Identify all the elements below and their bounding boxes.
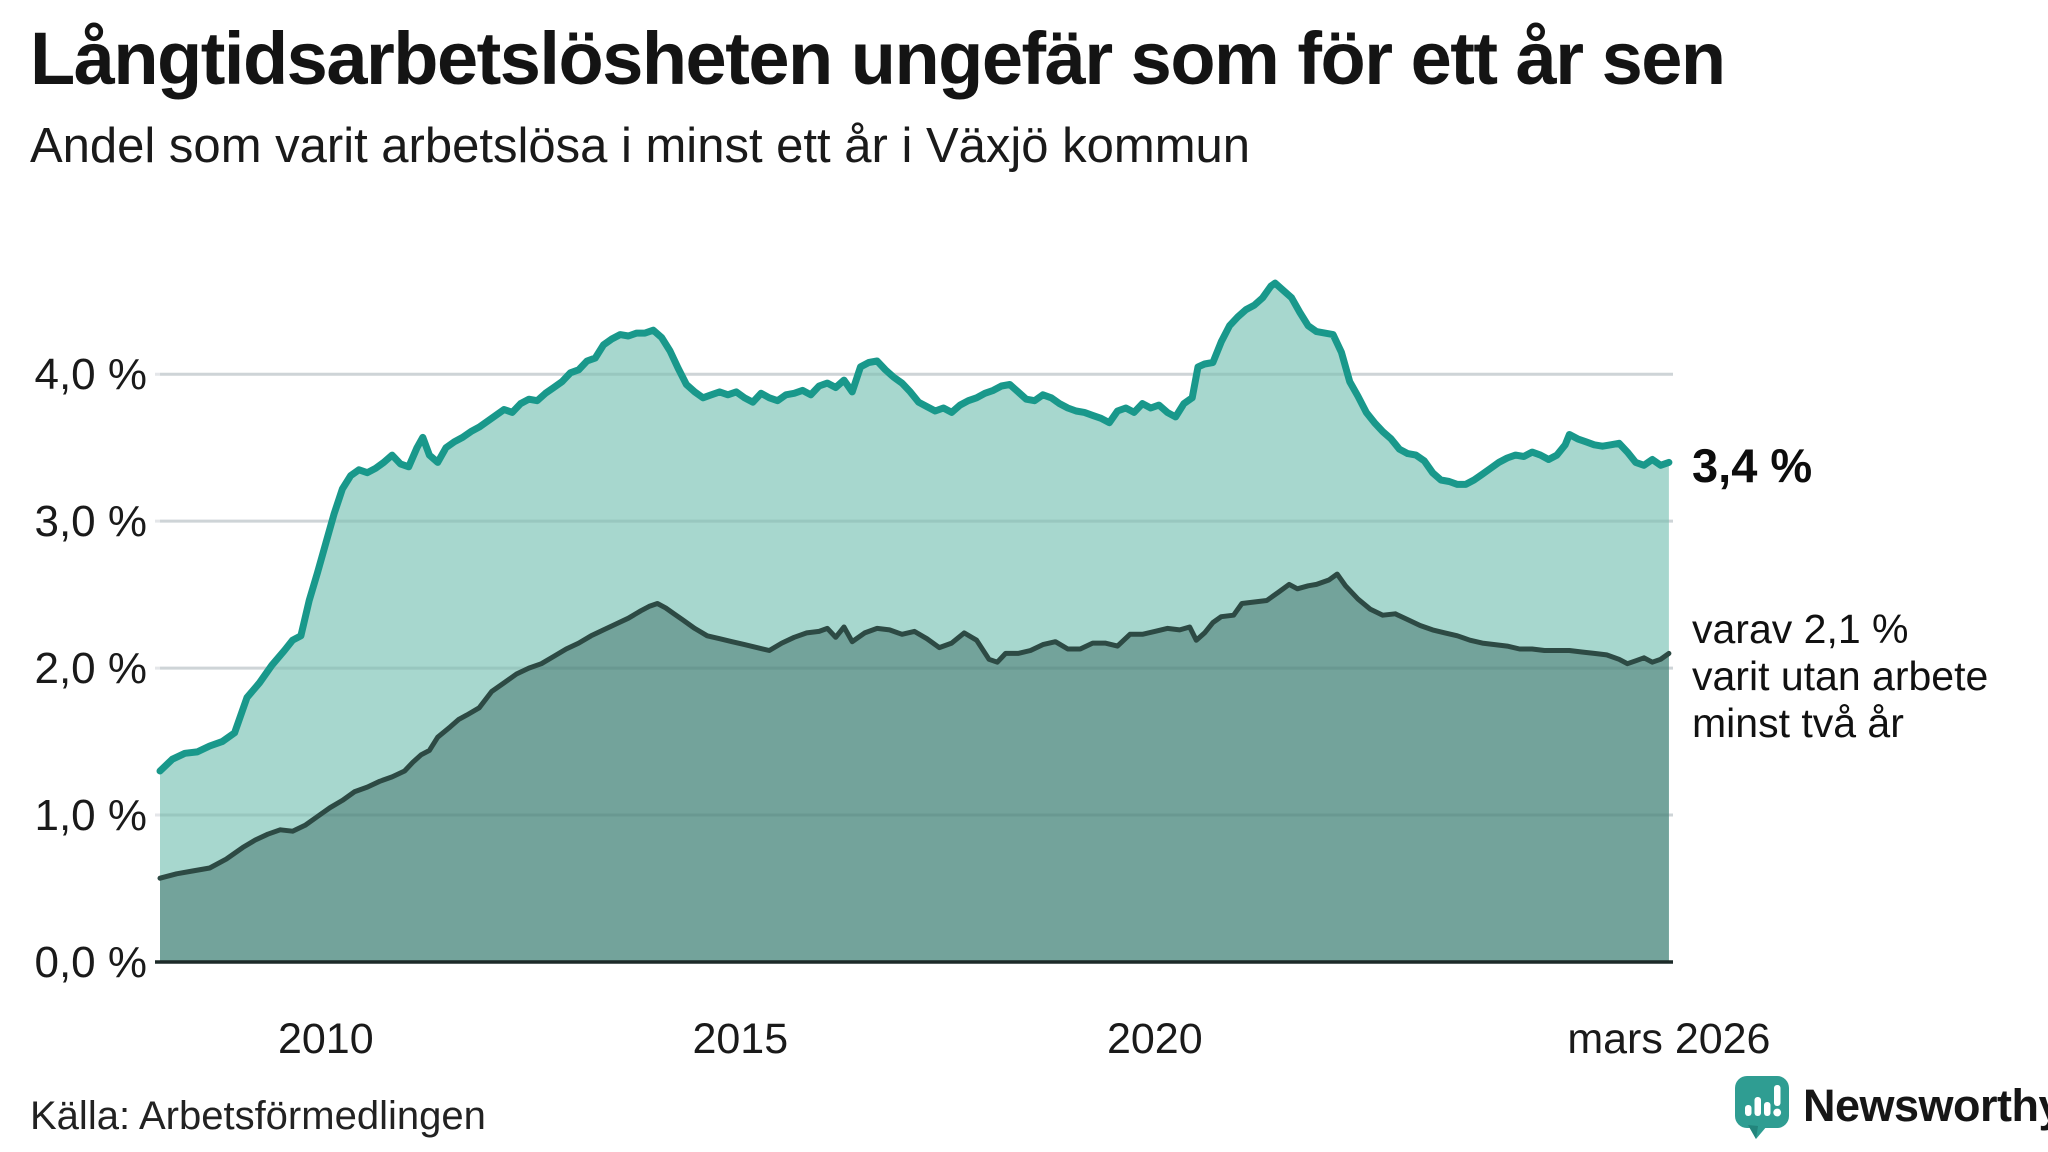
end-label-two-years: varav 2,1 % varit utan arbete minst två … — [1692, 606, 1988, 747]
page-title: Långtidsarbetslösheten ungefär som för e… — [30, 17, 1726, 100]
x-tick-label: mars 2026 — [1567, 1015, 1770, 1063]
y-tick-label: 0,0 % — [34, 938, 147, 987]
y-tick-label: 1,0 % — [34, 791, 147, 840]
end-label-two-years-line1: varav 2,1 % — [1692, 606, 1909, 652]
x-tick-label: 2010 — [278, 1015, 374, 1063]
source-note: Källa: Arbetsförmedlingen — [30, 1094, 486, 1138]
y-tick-label: 2,0 % — [34, 644, 147, 693]
newsworthy-logo-icon — [1735, 1076, 1789, 1139]
page-subtitle: Andel som varit arbetslösa i minst ett å… — [30, 119, 1251, 173]
x-tick-label: 2020 — [1107, 1015, 1203, 1063]
newsworthy-logo[interactable]: Newsworthy — [1734, 1074, 2048, 1142]
newsworthy-logo-text: Newsworthy — [1803, 1080, 2048, 1131]
series-2-line — [157, 571, 1672, 881]
series-2-area — [160, 574, 1669, 962]
end-label-two-years-line3: minst två år — [1692, 700, 1904, 746]
series-1-line — [156, 279, 1673, 775]
y-tick-label: 4,0 % — [34, 350, 147, 399]
x-tick-label: 2015 — [692, 1015, 788, 1063]
end-label-two-years-line2: varit utan arbete — [1692, 653, 1989, 699]
y-tick-label: 3,0 % — [34, 497, 147, 546]
end-label-total: 3,4 % — [1692, 439, 1813, 492]
